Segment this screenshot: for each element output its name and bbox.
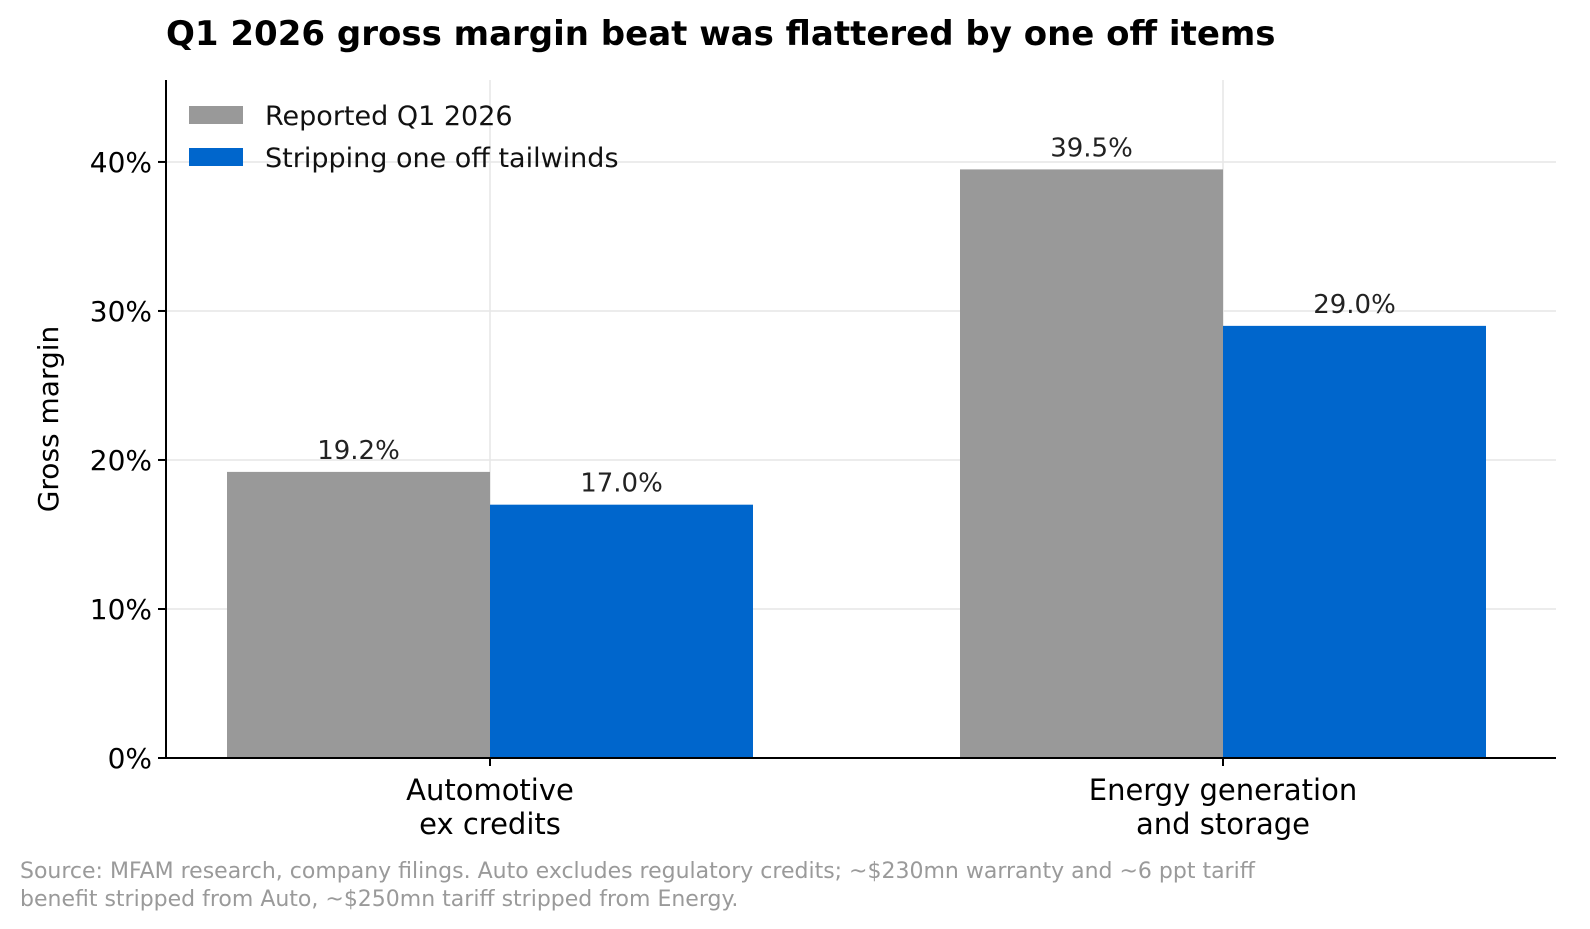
bar-label-2-1: 17.0%	[580, 469, 663, 499]
y-tick-label-2: 20%	[90, 444, 152, 477]
legend: Reported Q1 2026 Stripping one off tailwi…	[189, 101, 619, 174]
y-axis-label: Gross margin	[32, 326, 65, 513]
x-tick-label-1: Automotive ex credits	[406, 773, 574, 841]
bar-label-2-2: 29.0%	[1313, 290, 1396, 320]
chart-title: Q1 2026 gross margin beat was flattered …	[166, 14, 1276, 54]
source-note: Source: MFAM research, company filings. …	[20, 858, 1420, 914]
y-tick-label-1: 10%	[90, 593, 152, 626]
legend-label-1: Reported Q1 2026	[265, 101, 513, 132]
y-tick-label-0: 0%	[108, 742, 152, 775]
bar-1-1	[227, 471, 490, 758]
y-tick-label-3: 30%	[90, 295, 152, 328]
source-note-line-2: benefit stripped from Auto, ~$250mn tari…	[20, 887, 739, 912]
x-tick-label-2: Energy generation and storage	[1089, 773, 1357, 841]
bar-2-2	[1223, 325, 1486, 758]
x-tick-label-2-line-2: and storage	[1136, 807, 1310, 841]
bar-1-2	[960, 169, 1223, 758]
x-tick-label-1-line-2: ex credits	[419, 807, 561, 841]
bar-2-1	[490, 504, 753, 758]
bars	[227, 169, 1486, 758]
legend-swatch-1	[189, 106, 243, 124]
data-labels: 19.2% 39.5% 17.0% 29.0%	[317, 133, 1396, 498]
y-tick-label-4: 40%	[90, 146, 152, 179]
legend-label-2: Stripping one off tailwinds	[265, 143, 619, 174]
source-note-line-1: Source: MFAM research, company filings. …	[20, 859, 1255, 884]
bar-label-1-2: 39.5%	[1050, 133, 1133, 163]
legend-swatch-2	[189, 148, 243, 166]
bar-label-1-1: 19.2%	[317, 436, 400, 466]
axes: 0% 10% 20% 30% 40% Automotive ex credits Energy…	[32, 80, 1556, 841]
x-tick-label-1-line-1: Automotive	[406, 773, 574, 807]
x-tick-label-2-line-1: Energy generation	[1089, 773, 1357, 807]
